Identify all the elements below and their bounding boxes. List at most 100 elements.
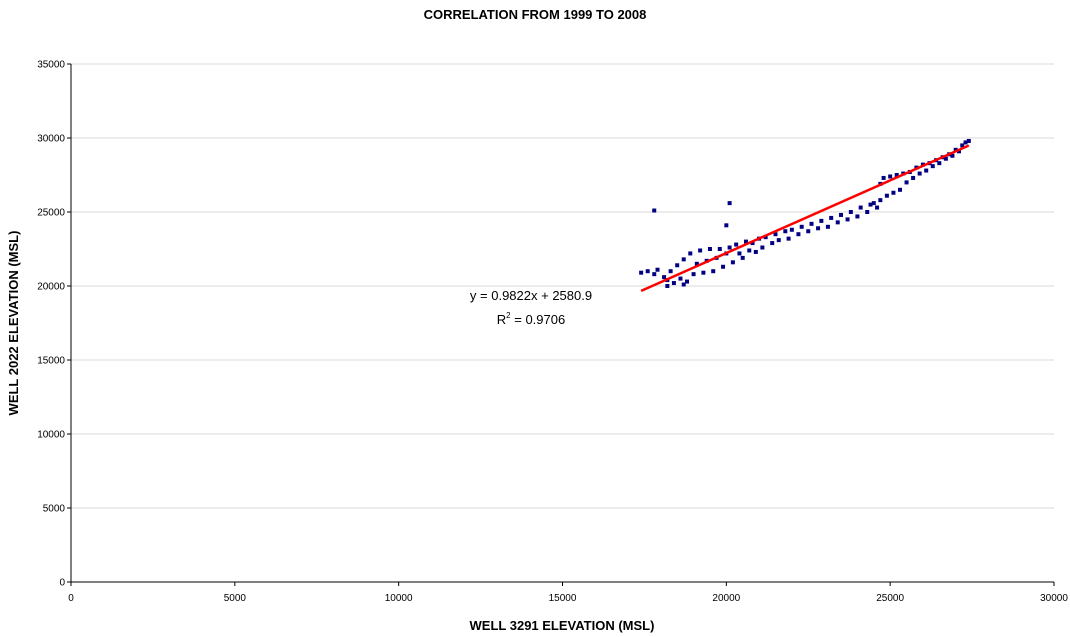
data-point (855, 214, 860, 219)
data-point (721, 264, 726, 269)
data-point (937, 161, 942, 166)
data-point (789, 227, 794, 232)
data-point (737, 251, 742, 256)
x-tick-label: 0 (68, 593, 74, 604)
data-point (930, 164, 935, 169)
data-point (730, 260, 735, 265)
y-tick-label: 15000 (37, 356, 65, 367)
data-point (819, 218, 824, 223)
data-point (645, 269, 650, 274)
r-squared-exponent: 2 (506, 311, 511, 320)
data-point (966, 138, 971, 143)
data-point (816, 226, 821, 231)
x-tick-label: 25000 (876, 593, 904, 604)
data-point (760, 245, 765, 250)
y-tick-label: 35000 (37, 60, 65, 71)
data-point (897, 187, 902, 192)
trendline-equation: y = 0.9822x + 2580.9 (470, 288, 592, 303)
x-tick-label: 20000 (712, 593, 740, 604)
data-point (963, 140, 968, 145)
r-squared-value: = 0.9706 (511, 312, 566, 327)
data-point (960, 143, 965, 148)
data-point (904, 180, 909, 185)
data-point (724, 223, 729, 228)
data-point (839, 212, 844, 217)
data-point (675, 263, 680, 268)
data-point (848, 210, 853, 214)
data-point (953, 147, 958, 152)
data-point (727, 245, 732, 250)
data-point (835, 220, 840, 225)
data-point (662, 275, 667, 280)
x-axis-label: WELL 3291 ELEVATION (MSL) (470, 618, 655, 633)
data-point (753, 249, 758, 254)
data-point (770, 241, 775, 246)
data-point (825, 224, 830, 229)
data-point (734, 242, 739, 247)
data-point (711, 269, 716, 274)
r-squared-label: R2 = 0.9706 (497, 311, 565, 327)
data-point (743, 239, 748, 244)
data-point (878, 198, 883, 203)
data-point (707, 247, 712, 251)
data-point (871, 201, 876, 206)
data-point (881, 175, 886, 180)
y-tick-label: 25000 (37, 208, 65, 219)
data-point (875, 205, 880, 210)
data-point (943, 156, 948, 161)
x-tick-label: 10000 (385, 593, 413, 604)
data-point (786, 236, 791, 241)
data-point (671, 281, 676, 286)
data-point (845, 217, 850, 222)
data-point (799, 224, 804, 229)
data-point (655, 267, 660, 272)
y-axis-label: WELL 2022 ELEVATION (MSL) (6, 231, 21, 416)
data-point (698, 248, 703, 253)
data-point (747, 248, 752, 253)
data-point (884, 193, 889, 198)
data-point (796, 232, 801, 237)
gridlines (71, 63, 1054, 509)
data-point (701, 270, 706, 275)
x-tick-label: 30000 (1040, 593, 1068, 604)
trendline-group (640, 144, 970, 293)
chart-title: CORRELATION FROM 1999 TO 2008 (424, 7, 647, 22)
data-point (868, 202, 873, 207)
y-tick-label: 0 (59, 578, 65, 589)
data-point (652, 272, 657, 277)
data-point (678, 276, 683, 281)
data-point (917, 171, 922, 176)
x-tick-label: 15000 (549, 593, 577, 604)
data-point (717, 247, 722, 251)
data-point (950, 153, 955, 158)
data-point (783, 229, 788, 234)
data-point (956, 149, 961, 154)
data-point (694, 261, 699, 266)
data-point (829, 215, 834, 220)
y-tick-label: 30000 (37, 134, 65, 145)
data-point (691, 272, 696, 277)
data-point (809, 221, 814, 226)
data-point (773, 232, 778, 237)
x-ticks: 0 5000 10000 15000 20000 25000 30000 (68, 582, 1068, 604)
data-point (776, 238, 781, 243)
data-point (685, 279, 690, 284)
r-squared-symbol: R (497, 312, 506, 327)
data-point (911, 175, 916, 180)
data-point (740, 255, 745, 260)
data-point (727, 201, 732, 206)
data-point (894, 173, 899, 177)
trendline (640, 144, 970, 293)
data-point (763, 235, 768, 240)
data-point (858, 205, 863, 210)
data-point (750, 241, 755, 246)
data-point (665, 284, 670, 288)
data-point (806, 229, 811, 234)
data-point (891, 190, 896, 195)
data-point (652, 208, 657, 213)
x-tick-label: 5000 (224, 593, 247, 604)
y-tick-label: 10000 (37, 430, 65, 441)
data-point (888, 174, 893, 179)
data-point (688, 251, 693, 256)
